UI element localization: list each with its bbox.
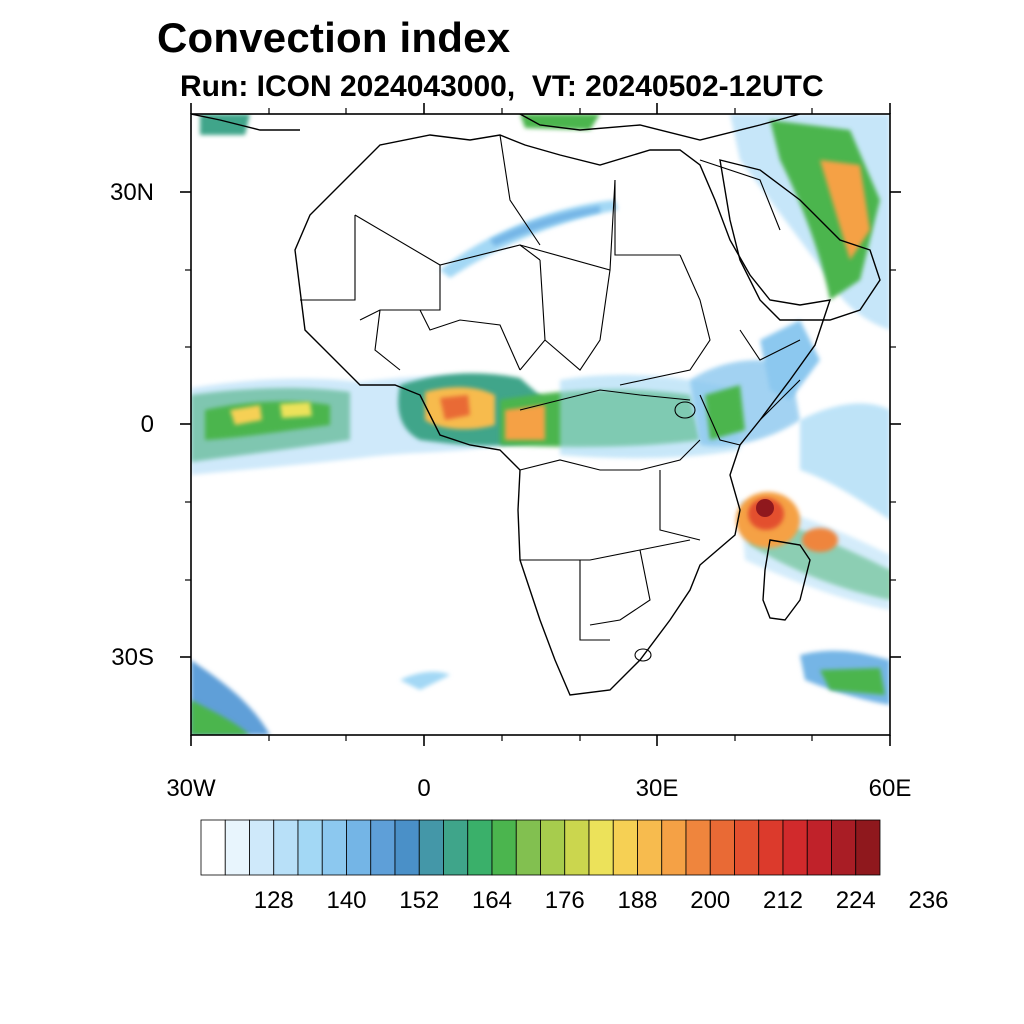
madagascar-coastline bbox=[762, 539, 811, 621]
colorbar-label: 152 bbox=[399, 887, 440, 914]
colorbar-box bbox=[806, 819, 832, 876]
colorbar-box bbox=[855, 819, 881, 876]
convection-south-streak bbox=[400, 671, 450, 690]
colorbar-box bbox=[661, 819, 687, 876]
lon-label-30w: 30W bbox=[166, 775, 216, 802]
europe-coast-west bbox=[191, 114, 300, 131]
colorbar-box bbox=[224, 819, 250, 876]
colorbar-label: 176 bbox=[544, 887, 585, 914]
colorbar-box bbox=[637, 819, 663, 876]
colorbar-box bbox=[249, 819, 275, 876]
lon-label-30e: 30E bbox=[635, 775, 679, 802]
convection-atlantic-band-peak bbox=[230, 405, 262, 425]
axis-minor-ticks bbox=[185, 108, 896, 741]
colorbar-box bbox=[418, 819, 444, 876]
colorbar-box bbox=[734, 819, 760, 876]
convection-indian-ocean bbox=[800, 403, 890, 520]
colorbar-box bbox=[540, 819, 566, 876]
axis-ticks bbox=[180, 103, 901, 746]
colorbar-box bbox=[831, 819, 857, 876]
colorbar-box bbox=[491, 819, 517, 876]
convection-south-indian-core bbox=[820, 668, 885, 695]
colorbar-label: 224 bbox=[835, 887, 876, 914]
colorbar-box bbox=[394, 819, 420, 876]
colorbar-box bbox=[758, 819, 784, 876]
convection-med-east bbox=[520, 114, 600, 130]
colorbar-label: 164 bbox=[471, 887, 513, 914]
convection-somalia bbox=[760, 320, 820, 400]
colorbar-box bbox=[782, 819, 808, 876]
colorbar-box bbox=[515, 819, 541, 876]
convection-south-atlantic-core bbox=[191, 700, 250, 735]
colorbar-box bbox=[370, 819, 396, 876]
colorbar-label: 200 bbox=[690, 887, 731, 914]
colorbar-box bbox=[709, 819, 735, 876]
chart-subtitle: Run: ICON 2024043000, VT: 20240502-12UTC bbox=[180, 70, 824, 103]
colorbar bbox=[200, 819, 881, 876]
colorbar-label: 140 bbox=[326, 887, 367, 914]
colorbar-box bbox=[273, 819, 299, 876]
arabia-coastline bbox=[719, 159, 881, 321]
lon-label-0: 0 bbox=[417, 775, 431, 802]
lat-label-30s: 30S bbox=[111, 644, 154, 671]
colorbar-box bbox=[297, 819, 323, 876]
europe-coast-east bbox=[519, 114, 801, 141]
colorbar-box bbox=[200, 819, 226, 876]
convection-congo-core bbox=[505, 405, 545, 440]
convection-field bbox=[191, 114, 890, 735]
convection-cyclone-satellite bbox=[802, 528, 838, 552]
convection-atlantic-band-peak2 bbox=[280, 402, 312, 418]
colorbar-box bbox=[564, 819, 590, 876]
lat-label-0: 0 bbox=[140, 411, 154, 438]
colorbar-label: 188 bbox=[617, 887, 658, 914]
colorbar-box bbox=[346, 819, 372, 876]
convection-med-west bbox=[200, 114, 250, 135]
colorbar-box bbox=[685, 819, 711, 876]
chart-title: Convection index bbox=[157, 14, 511, 61]
convection-sahara-streak bbox=[440, 200, 618, 278]
convection-arabia-peak bbox=[820, 160, 870, 260]
colorbar-box bbox=[443, 819, 469, 876]
colorbar-label: 128 bbox=[253, 887, 294, 914]
colorbar-box bbox=[321, 819, 347, 876]
colorbar-box bbox=[588, 819, 614, 876]
colorbar-box bbox=[467, 819, 493, 876]
colorbar-label: 236 bbox=[908, 887, 949, 914]
convection-cyclone-core bbox=[756, 499, 774, 517]
colorbar-box bbox=[612, 819, 638, 876]
lat-label-30n: 30N bbox=[109, 179, 154, 206]
convection-east-africa-core bbox=[705, 385, 745, 440]
country-borders bbox=[300, 134, 801, 662]
convection-west-africa-peak bbox=[440, 395, 470, 420]
convection-sahara-streak-core bbox=[490, 206, 600, 246]
colorbar-label: 212 bbox=[762, 887, 804, 914]
lon-label-60e: 60E bbox=[868, 775, 912, 802]
